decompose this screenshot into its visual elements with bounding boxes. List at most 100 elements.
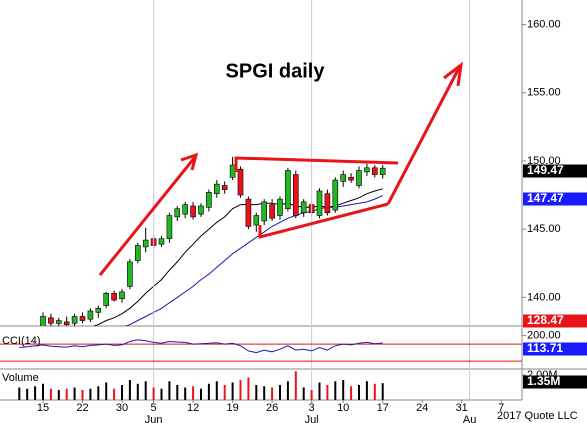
volume-bar — [144, 381, 147, 400]
value-tag — [523, 314, 587, 328]
candle-body — [142, 239, 149, 248]
panel-label: Volume — [2, 372, 39, 384]
candle-body — [237, 168, 244, 196]
candle-body — [182, 204, 188, 215]
volume-bar — [255, 385, 258, 400]
x-tick-label: 10 — [337, 402, 349, 414]
plot-area — [0, 0, 522, 400]
volume-bar — [18, 387, 21, 400]
candle-body — [221, 185, 228, 190]
volume-bar — [223, 385, 226, 400]
volume-bar — [160, 388, 163, 400]
annotation — [98, 61, 464, 276]
candle-body — [300, 201, 307, 214]
volume-bar — [184, 387, 187, 400]
value-tag — [523, 342, 587, 356]
volume-bar — [318, 382, 321, 400]
candle-body — [87, 310, 94, 320]
candle-body — [245, 198, 252, 227]
volume-bar — [73, 387, 76, 400]
candle-body — [135, 245, 141, 261]
triangle-bottom — [258, 202, 389, 239]
volume-bar — [358, 385, 360, 400]
y-tick-label: 155.00 — [527, 87, 561, 99]
candle-body — [190, 205, 196, 218]
volume-bar — [373, 383, 376, 400]
volume-bar — [200, 388, 202, 400]
volume-bar — [26, 388, 29, 400]
volume-bar — [128, 380, 131, 400]
value-tag — [523, 164, 587, 178]
volume-bar — [113, 388, 116, 400]
x-tick-label: 30 — [116, 402, 128, 414]
volume-bar — [57, 390, 60, 400]
volume-bar — [49, 388, 52, 400]
value-tag-label: 113.71 — [527, 341, 563, 355]
candle-body — [214, 183, 220, 194]
x-tick-label: 22 — [76, 402, 88, 414]
panel-label: CCI(14) — [2, 335, 41, 347]
arrow-head — [443, 61, 464, 87]
x-tick-label: 24 — [416, 402, 428, 414]
candle-body — [348, 177, 354, 181]
trend-arrow — [98, 156, 197, 276]
volume-bar — [34, 386, 37, 400]
candle-body — [198, 205, 204, 215]
triangle-top — [234, 156, 399, 172]
volume-bar — [65, 388, 68, 400]
volume-bar — [381, 383, 384, 400]
value-tag-label: 149.47 — [527, 163, 564, 177]
candle-body — [277, 198, 283, 216]
volume-bar — [105, 382, 108, 400]
candle-body — [229, 164, 236, 178]
value-tag — [523, 375, 587, 389]
x-tick-label: 26 — [266, 402, 278, 414]
volume-bar — [136, 383, 139, 400]
candle-body — [285, 170, 291, 209]
volume-bar — [207, 383, 210, 400]
volume-bar — [350, 386, 353, 400]
value-tag-label: 147.47 — [527, 191, 564, 205]
volume-bar — [247, 377, 250, 400]
candle-body — [206, 192, 212, 208]
y-tick-label: 200.00 — [527, 329, 561, 341]
candle-body — [79, 316, 86, 321]
candle-body — [269, 204, 275, 219]
candle-body — [103, 292, 109, 306]
candle-body — [292, 174, 299, 216]
volume-bar — [294, 371, 297, 400]
x-tick-label: 7 — [498, 402, 504, 414]
volume-bar — [263, 386, 266, 400]
volume-bar — [42, 383, 44, 400]
volume-bar — [310, 390, 313, 400]
value-tag-label: 128.47 — [527, 313, 564, 327]
volume-bar — [286, 381, 289, 400]
value-tag — [523, 192, 587, 206]
month-label: Jul — [305, 414, 319, 423]
month-label: Au — [463, 414, 476, 423]
x-tick-label: 17 — [377, 402, 389, 414]
y-tick-label: 145.00 — [527, 223, 561, 235]
volume-bar — [326, 385, 329, 400]
x-tick-label: 12 — [187, 402, 199, 414]
volume-bar — [342, 380, 345, 400]
breakout-arrow — [386, 65, 462, 205]
candle-body — [119, 291, 125, 300]
candle-body — [340, 174, 347, 182]
candle-body — [364, 167, 370, 173]
price-panel — [40, 156, 386, 326]
y-tick-label: 140.00 — [527, 291, 561, 303]
candle-body — [71, 316, 78, 324]
footer: 2017 Quote LLC — [497, 410, 578, 422]
chart-title: SPGI daily — [226, 60, 326, 82]
candle-body — [127, 261, 133, 287]
x-tick-label: 15 — [37, 402, 49, 414]
candle-body — [371, 167, 378, 175]
volume-bar — [279, 385, 281, 400]
candle-body — [166, 215, 173, 240]
volume-bar — [89, 388, 92, 400]
volume-bar — [239, 380, 242, 400]
volume-bar — [81, 390, 84, 400]
candle-body — [174, 208, 181, 218]
